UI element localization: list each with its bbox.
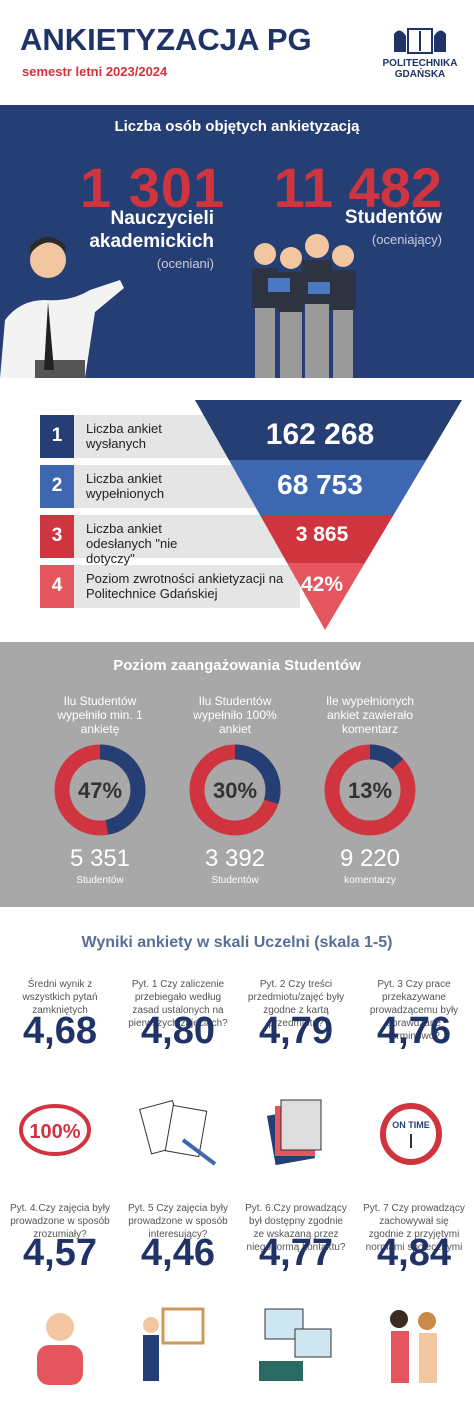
- score: 4,84: [377, 1232, 451, 1274]
- donut-label: 13%: [348, 778, 392, 803]
- score: 4,46: [141, 1232, 215, 1274]
- students-count: 11 482: [273, 156, 442, 219]
- engagement-count: 9 220: [339, 845, 401, 872]
- engagement-count: 3 392: [204, 845, 266, 872]
- row-number: 1: [51, 425, 63, 446]
- badge-text: 100%: [29, 1121, 80, 1143]
- funnel-value: 68 753: [277, 469, 363, 501]
- row-label: Poziom zwrotności ankietyzacji na Polite…: [86, 571, 284, 601]
- row-label: Liczba ankiet odesłanych "nie dotyczy": [86, 521, 178, 566]
- score: 4,76: [377, 1010, 451, 1052]
- icon: [37, 1313, 83, 1385]
- people-illustrations: [0, 234, 356, 378]
- funnel-value: 3 865: [295, 523, 349, 547]
- label-line: akademickich: [89, 231, 214, 252]
- body: [37, 1345, 83, 1385]
- question: Pyt. 4.Czy zajęcia były prowadzone w spo…: [9, 1203, 111, 1240]
- score: 4,68: [23, 1010, 97, 1052]
- body: [143, 1335, 159, 1381]
- donut-arc: [54, 744, 146, 836]
- title: ANKIETYZACJA PG: [20, 22, 312, 57]
- row-label: Liczba ankiet wypełnionych: [86, 471, 165, 501]
- head: [143, 1317, 159, 1333]
- students-note: (oceniający): [371, 232, 442, 247]
- icon: [259, 1308, 332, 1381]
- board: [161, 1307, 205, 1345]
- donut-question: Ilu Studentów wypełniło 100% ankiet: [193, 694, 277, 736]
- people-heading: Liczba osób objętych ankietyzacją: [114, 118, 360, 135]
- question: Pyt. 7 Czy prowadzący zachowywał się zgo…: [363, 1203, 465, 1253]
- donuts: 47% 30% 13%: [54, 744, 416, 836]
- teachers-count: 1 301: [80, 156, 226, 219]
- head: [390, 1310, 408, 1328]
- donut-question: Ilu Studentów wypełniło min. 1 ankietę: [57, 694, 143, 736]
- donut-arc: [189, 744, 281, 836]
- teachers-label: Nauczycieli akademickich: [89, 207, 214, 253]
- funnel-value: 162 268: [265, 418, 375, 451]
- icon: 100%: [19, 1104, 91, 1156]
- row-number: 2: [51, 475, 63, 496]
- donut-arc: [324, 744, 416, 836]
- funnel: [40, 400, 462, 630]
- badge: [19, 1104, 91, 1156]
- teachers-note: (oceniani): [156, 256, 214, 271]
- engagement-section: [0, 642, 474, 907]
- screen: [294, 1328, 332, 1358]
- question: Pyt. 2 Czy treści przedmiotu/zajęć były …: [247, 979, 345, 1029]
- paper: [164, 1104, 208, 1158]
- label-line: Nauczycieli: [110, 208, 215, 229]
- engagement-heading: Poziom zaangażowania Studentów: [113, 657, 361, 674]
- row-number: 4: [51, 575, 63, 596]
- question: Pyt. 5 Czy zajęcia były prowadzone w spo…: [127, 1203, 229, 1240]
- question: Pyt. 1 Czy zaliczenie przebiegało według…: [128, 979, 228, 1029]
- pen: [181, 1138, 217, 1166]
- score: 4,79: [259, 1010, 333, 1052]
- results-heading: Wyniki ankiety w skali Uczelni (skala 1-…: [81, 934, 393, 951]
- body: [419, 1333, 437, 1383]
- logo-line: POLITECHNIKA: [382, 58, 458, 69]
- question: Średni wynik z wszystkich pytań zamknięt…: [22, 979, 98, 1016]
- head: [418, 1312, 436, 1330]
- icon: [266, 1099, 322, 1166]
- row-number: 3: [51, 525, 63, 546]
- icon: [139, 1100, 217, 1166]
- notebook: [280, 1099, 322, 1151]
- engagement-unit: Studentów: [76, 875, 124, 886]
- icon: [143, 1307, 205, 1381]
- badge-text: ON TIME: [392, 1120, 430, 1130]
- engagement-count: 5 351: [69, 845, 131, 872]
- logo-text: POLITECHNIKA GDAŃSKA: [370, 58, 470, 80]
- students-label: Studentów: [344, 207, 442, 228]
- score: 4,57: [23, 1232, 97, 1274]
- donut-label: 47%: [78, 778, 122, 803]
- row-label: Liczba ankiet wysłanych: [86, 421, 162, 451]
- engagement-unit: komentarzy: [344, 875, 396, 886]
- score: 4,80: [141, 1010, 215, 1052]
- subtitle: semestr letni 2023/2024: [22, 64, 168, 79]
- body: [391, 1331, 409, 1383]
- laptop: [259, 1361, 303, 1381]
- donut-label: 30%: [213, 778, 257, 803]
- score: 4,77: [259, 1232, 333, 1274]
- funnel-value: 42%: [300, 573, 344, 597]
- logo-line: GDAŃSKA: [394, 69, 446, 80]
- engagement-unit: Studentów: [211, 875, 259, 886]
- logo-emblem: [394, 28, 446, 54]
- icon: ON TIME: [380, 1103, 442, 1165]
- question: Pyt. 6.Czy prowadzący był dostępny zgodn…: [245, 1203, 347, 1253]
- donut-question: Ile wypełnionych ankiet zawierało koment…: [325, 694, 415, 736]
- icon: [390, 1310, 437, 1383]
- question: Pyt. 3 Czy prace przekazywane prowadzące…: [369, 979, 459, 1042]
- head: [46, 1313, 74, 1341]
